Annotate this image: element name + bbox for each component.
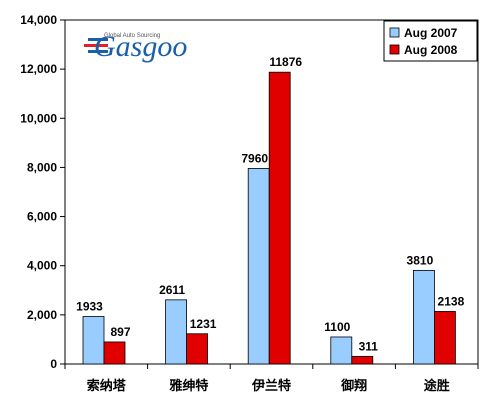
- data-label: 1100: [324, 320, 350, 334]
- y-tick-label: 0: [50, 357, 57, 371]
- logo-tagline: Global Auto Sourcing: [104, 33, 160, 39]
- bar-aug-2007: [330, 336, 353, 365]
- bar-aug-2007: [247, 168, 270, 365]
- bar-aug-2007: [165, 299, 188, 365]
- y-tick-label: 8,000: [27, 160, 57, 174]
- bar-aug-2008: [433, 311, 456, 365]
- chart-bars: [82, 71, 456, 365]
- bar-aug-2007: [82, 316, 105, 365]
- logo-mark-icon: [84, 38, 108, 53]
- x-tick-label: 索纳塔: [87, 378, 127, 394]
- bar-aug-2007: [412, 269, 435, 365]
- data-label: 11876: [269, 55, 302, 69]
- x-tick-label: 途胜: [424, 378, 450, 394]
- data-label: 1933: [76, 300, 103, 314]
- bar-aug-2008: [186, 333, 209, 365]
- y-tick-label: 10,000: [20, 111, 57, 125]
- legend-label: Aug 2007: [404, 26, 458, 40]
- data-label: 3810: [407, 253, 434, 267]
- y-tick-label: 14,000: [20, 13, 57, 27]
- x-tick-label: 御翔: [340, 378, 367, 394]
- x-tick-label: 伊兰特: [251, 378, 291, 394]
- logo-name: Gasgoo: [94, 30, 187, 63]
- bar-aug-2008: [351, 355, 374, 365]
- y-tick-label: 12,000: [20, 62, 57, 76]
- chart-axes: 0 2,000 4,000 6,000 8,000 10,000 12,000 14,000 索…: [20, 13, 479, 394]
- x-tick-label: 雅绅特: [169, 378, 208, 394]
- data-label: 311: [359, 339, 379, 353]
- legend-label: Aug 2008: [404, 43, 458, 57]
- data-label: 897: [110, 325, 130, 339]
- bar-aug-2008: [268, 71, 291, 365]
- chart-data-labels: 1933 2611 7960 1100 3810 897 1231 11876 311 2138: [76, 55, 464, 353]
- legend-swatch: [389, 27, 400, 38]
- y-tick-label: 2,000: [27, 308, 57, 322]
- data-label: 2138: [438, 294, 465, 308]
- legend-swatch: [389, 44, 400, 55]
- bar-aug-2008: [103, 341, 126, 365]
- data-label: 2611: [159, 283, 185, 297]
- data-label: 7960: [241, 151, 268, 165]
- gasgoo-logo: Global Auto Sourcing Gasgoo: [84, 30, 187, 63]
- data-label: 1231: [190, 317, 217, 331]
- chart-legend: Aug 2007 Aug 2008: [383, 20, 478, 62]
- legend-box: [383, 20, 478, 62]
- y-tick-label: 6,000: [27, 210, 57, 224]
- y-tick-label: 4,000: [27, 259, 57, 273]
